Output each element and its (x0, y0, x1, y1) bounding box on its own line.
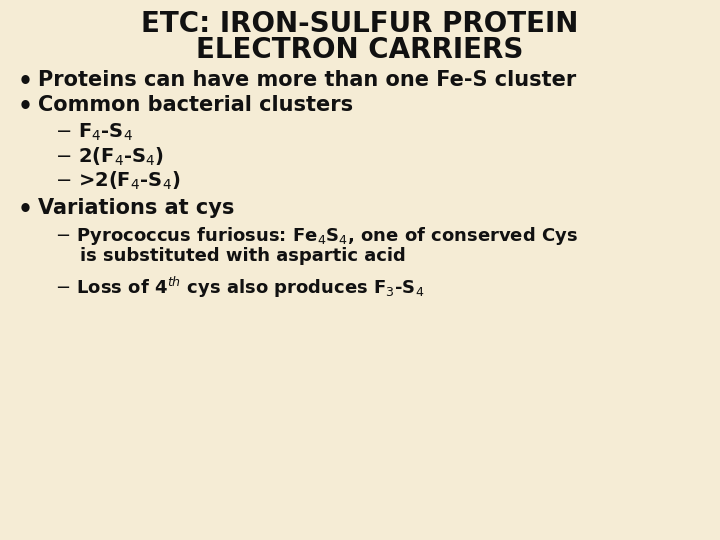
Text: is substituted with aspartic acid: is substituted with aspartic acid (55, 247, 406, 265)
Text: $-$ 2(F$_4$-S$_4$): $-$ 2(F$_4$-S$_4$) (55, 146, 164, 168)
Text: Proteins can have more than one Fe-S cluster: Proteins can have more than one Fe-S clu… (38, 70, 576, 90)
Text: $-$ Pyrococcus furiosus: Fe$_4$S$_4$, one of conserved Cys: $-$ Pyrococcus furiosus: Fe$_4$S$_4$, on… (55, 225, 578, 247)
Text: •: • (18, 198, 33, 222)
Text: ELECTRON CARRIERS: ELECTRON CARRIERS (197, 36, 523, 64)
Text: •: • (18, 70, 33, 94)
Text: $-$ F$_4$-S$_4$: $-$ F$_4$-S$_4$ (55, 122, 133, 143)
Text: Variations at cys: Variations at cys (38, 198, 235, 218)
Text: $-$ >2(F$_4$-S$_4$): $-$ >2(F$_4$-S$_4$) (55, 170, 181, 192)
Text: •: • (18, 95, 33, 119)
Text: Common bacterial clusters: Common bacterial clusters (38, 95, 353, 115)
Text: ETC: IRON-SULFUR PROTEIN: ETC: IRON-SULFUR PROTEIN (141, 10, 579, 38)
Text: $-$ Loss of 4$^{th}$ cys also produces F$_3$-S$_4$: $-$ Loss of 4$^{th}$ cys also produces F… (55, 275, 424, 300)
